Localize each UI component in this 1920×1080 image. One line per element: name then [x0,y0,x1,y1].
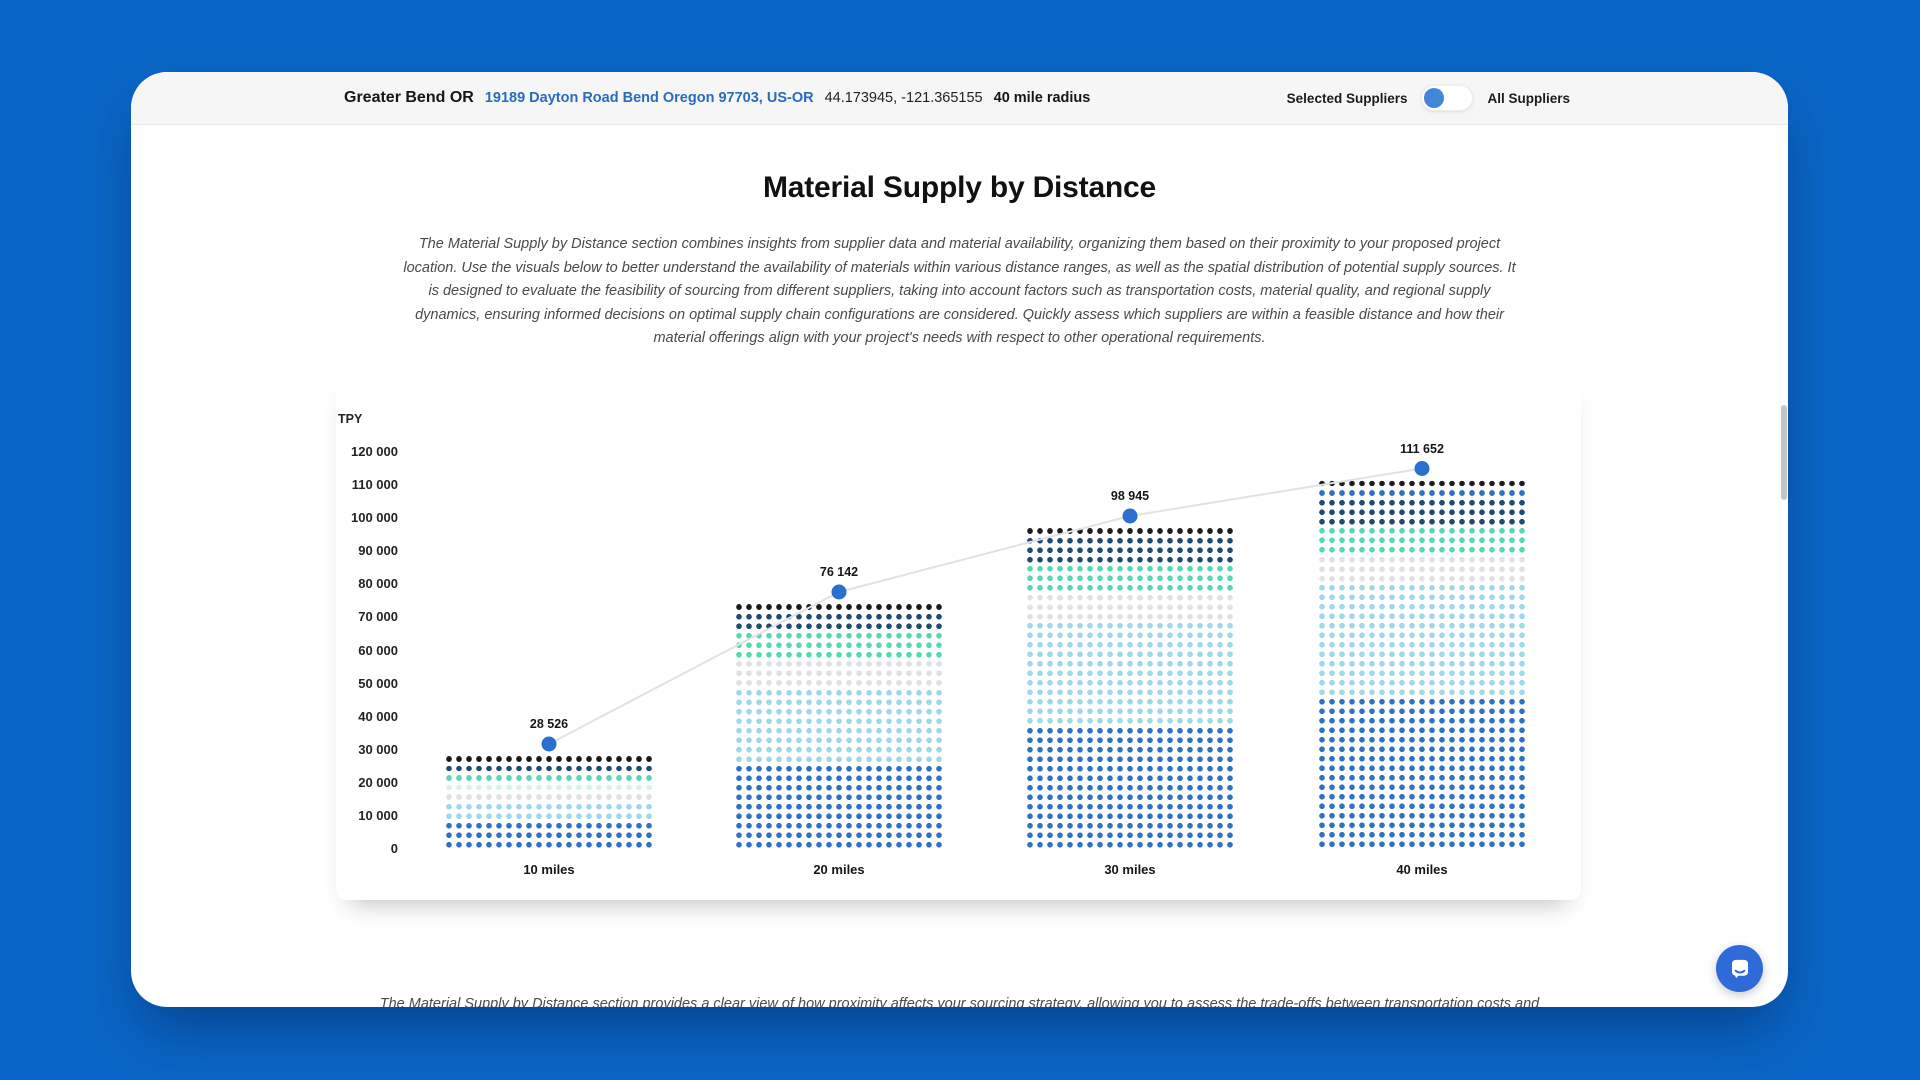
radius-label: 40 mile radius [993,90,1091,106]
dot-band-black [1025,526,1235,536]
dot-band-sky [1317,583,1527,697]
scrollbar-thumb[interactable] [1781,405,1787,500]
location-name: Greater Bend OR [344,89,474,106]
y-tick-label: 80 000 [358,576,398,592]
y-axis-unit-label: TPY [338,412,363,426]
y-tick-label: 100 000 [351,510,398,526]
dot-band-palemint [444,782,654,792]
selected-suppliers-label: Selected Suppliers [1286,90,1408,106]
x-tick-label: 30 miles [1104,862,1156,877]
dot-band-blue [444,820,654,849]
y-tick-label: 70 000 [358,609,398,625]
value-label: 76 142 [819,565,859,579]
location-summary: Greater Bend OR 19189 Dayton Road Bend O… [344,89,1090,107]
dot-band-sky [734,687,944,764]
data-point-marker[interactable] [1414,461,1430,476]
data-point-marker[interactable] [541,736,557,752]
dot-band-gray [734,659,944,688]
y-tick-label: 40 000 [358,708,398,724]
dot-band-gray [1025,592,1235,621]
bar-10-miles[interactable] [444,754,654,849]
value-label: 28 526 [529,717,569,731]
dot-band-mint [1025,564,1235,593]
dot-band-navy [1317,497,1527,526]
y-tick-label: 50 000 [358,675,398,691]
y-tick-label: 30 000 [358,741,398,757]
y-tick-label: 110 000 [351,477,398,493]
value-label: 98 945 [1110,489,1150,503]
y-tick-label: 60 000 [358,642,398,658]
bar-40-miles[interactable] [1317,478,1527,849]
bar-20-miles[interactable] [734,602,944,849]
x-tick-label: 40 miles [1396,862,1448,877]
dot-band-gray [1317,554,1527,583]
chat-bubble-icon [1727,956,1753,982]
y-tick-label: 10 000 [358,807,398,823]
dot-band-sky [1025,621,1235,726]
y-tick-label: 90 000 [358,543,398,559]
data-point-marker[interactable] [831,584,847,600]
x-tick-label: 10 miles [523,862,575,877]
dot-matrix-bar-chart: TPY 0 10 000 20 000 30 000 40 000 50 000 60 00… [331,412,1591,882]
dot-band-mint [444,773,654,783]
dot-band-mint [1317,526,1527,555]
footer-description: The Material Supply by Distance section … [379,996,1540,1007]
header-bar: Greater Bend OR 19189 Dayton Road Bend O… [131,72,1788,125]
dot-band-blue [1317,488,1527,498]
x-tick-label: 20 miles [813,862,865,877]
dot-band-navy [1025,535,1235,564]
dot-band-sky [444,801,654,821]
bar-30-miles[interactable] [1025,526,1235,849]
page-title: Material Supply by Distance [762,171,1157,204]
dot-band-black [734,602,944,612]
dot-band-blue [734,763,944,849]
value-label: 111 652 [1400,441,1444,456]
y-tick-label: 20 000 [358,774,398,790]
dot-band-gray [444,792,654,802]
dot-band-black [1317,478,1527,488]
address-link[interactable]: 19189 Dayton Road Bend Oregon 97703, US-… [484,90,814,106]
data-point-marker[interactable] [1122,508,1138,524]
suppliers-toggle-group: Selected Suppliers All Suppliers [1287,85,1570,111]
page-description: The Material Supply by Distance section … [403,236,1516,346]
toggle-knob[interactable] [1424,88,1445,108]
all-suppliers-label: All Suppliers [1487,90,1570,106]
dot-band-mint [734,630,944,659]
app-card: Greater Bend OR 19189 Dayton Road Bend O… [131,72,1788,1007]
chat-launcher-button[interactable] [1716,945,1763,992]
dot-band-black [444,754,654,764]
coordinates-text: 44.173945, -121.365155 [824,90,983,106]
dot-band-navy [734,611,944,631]
dot-band-blue [1317,697,1527,849]
suppliers-toggle[interactable] [1421,85,1474,111]
y-tick-label: 0 [390,841,398,856]
dot-band-blue [1025,725,1235,849]
y-tick-label: 120 000 [351,444,398,459]
dot-band-navy [444,763,654,773]
